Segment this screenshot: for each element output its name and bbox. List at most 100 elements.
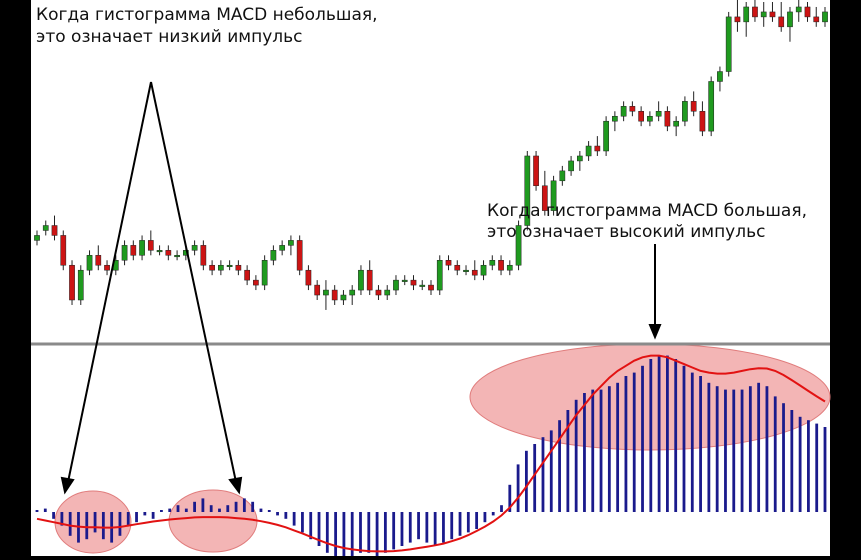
- candle-body: [550, 180, 557, 211]
- candle: [77, 265, 84, 305]
- candle: [279, 240, 286, 256]
- candle: [51, 215, 58, 241]
- candle-body: [682, 101, 688, 122]
- histogram-bar: [807, 420, 810, 512]
- candle-body: [279, 245, 286, 251]
- candle: [270, 245, 277, 266]
- histogram-bar: [242, 498, 246, 512]
- candle: [743, 2, 750, 37]
- candle-body: [717, 71, 723, 82]
- candle: [200, 240, 207, 271]
- histogram-bar: [599, 389, 603, 512]
- candle: [568, 155, 574, 176]
- candle: [156, 245, 163, 256]
- candle: [121, 240, 128, 266]
- candle-body: [244, 269, 250, 281]
- candle: [541, 170, 548, 216]
- candle-body: [358, 269, 364, 291]
- candle: [647, 111, 653, 127]
- candle-body: [104, 264, 110, 271]
- candle-body: [253, 279, 259, 286]
- candle-body: [506, 264, 513, 271]
- candle-body: [340, 294, 347, 301]
- candle-body: [51, 225, 58, 236]
- candle-body: [804, 6, 811, 18]
- candle-body: [349, 289, 356, 296]
- candle: [576, 151, 583, 171]
- candle: [620, 101, 627, 122]
- candle-body: [428, 284, 434, 291]
- histogram-bar: [160, 510, 163, 512]
- candle: [34, 230, 40, 246]
- candle: [795, 0, 802, 22]
- candle-body: [139, 240, 145, 256]
- candle: [349, 285, 356, 305]
- candle: [480, 260, 487, 281]
- histogram-bar: [259, 508, 263, 512]
- candle-body: [77, 269, 84, 301]
- histogram-bar: [35, 510, 39, 512]
- histogram-bar: [234, 501, 238, 512]
- histogram-bar: [93, 512, 97, 533]
- candle-body: [752, 6, 758, 18]
- candle-body: [760, 11, 767, 18]
- histogram-bar: [475, 512, 479, 529]
- candle: [629, 101, 636, 117]
- candle-body: [121, 245, 128, 261]
- candle: [787, 6, 793, 42]
- histogram-bar: [350, 512, 354, 557]
- candle: [664, 106, 671, 132]
- histogram-bar: [392, 512, 396, 550]
- candle-body: [541, 185, 548, 211]
- candle-body: [419, 284, 426, 287]
- histogram-bar: [184, 508, 188, 512]
- arrow-head-zone-2: [228, 476, 243, 495]
- candle-body: [533, 155, 539, 187]
- histogram-bar: [52, 512, 55, 519]
- candle-body: [655, 111, 662, 117]
- candle: [165, 245, 172, 261]
- signal-line: [36, 354, 826, 553]
- histogram-bar: [823, 427, 827, 512]
- histogram-bar: [433, 512, 437, 546]
- histogram-bar: [616, 382, 620, 512]
- histogram-bar: [724, 389, 727, 512]
- candle-body: [480, 264, 487, 276]
- candle: [401, 275, 408, 286]
- candle: [498, 255, 504, 276]
- candle-body: [769, 11, 776, 18]
- histogram-bar: [483, 512, 487, 523]
- histogram-bar: [624, 376, 628, 512]
- annotation-low-momentum: Когда гистограмма MACD небольшая, это оз…: [36, 5, 378, 47]
- candle: [603, 116, 609, 156]
- candle-body: [585, 145, 592, 157]
- candle: [585, 141, 592, 161]
- histogram-bar: [707, 382, 711, 512]
- histogram-bar: [798, 416, 802, 512]
- histogram-bar: [408, 512, 412, 543]
- candle: [69, 260, 75, 305]
- candle-body: [515, 225, 522, 266]
- histogram-bar: [276, 512, 279, 516]
- histogram-bar: [699, 376, 702, 512]
- candle: [174, 250, 180, 261]
- candle-body: [498, 260, 504, 271]
- candle-body: [436, 260, 443, 291]
- candle: [95, 245, 102, 271]
- histogram-bar: [524, 450, 528, 512]
- histogram-bar: [450, 512, 454, 540]
- price-candles: [34, 0, 828, 310]
- candle: [822, 6, 828, 27]
- annotation-high-line1: Когда гистограмма MACD большая,: [487, 201, 807, 221]
- histogram-bar: [43, 508, 47, 512]
- histogram-bar: [118, 512, 122, 536]
- histogram-bar: [466, 512, 470, 533]
- candle-body: [647, 115, 653, 122]
- candle-body: [86, 255, 93, 271]
- candle: [524, 151, 531, 231]
- candle-body: [69, 264, 75, 301]
- candle: [813, 6, 820, 27]
- histogram-bar: [85, 512, 89, 540]
- histogram-bar: [359, 512, 362, 553]
- annotation-high-line2: это означает высокий импульс: [487, 222, 765, 242]
